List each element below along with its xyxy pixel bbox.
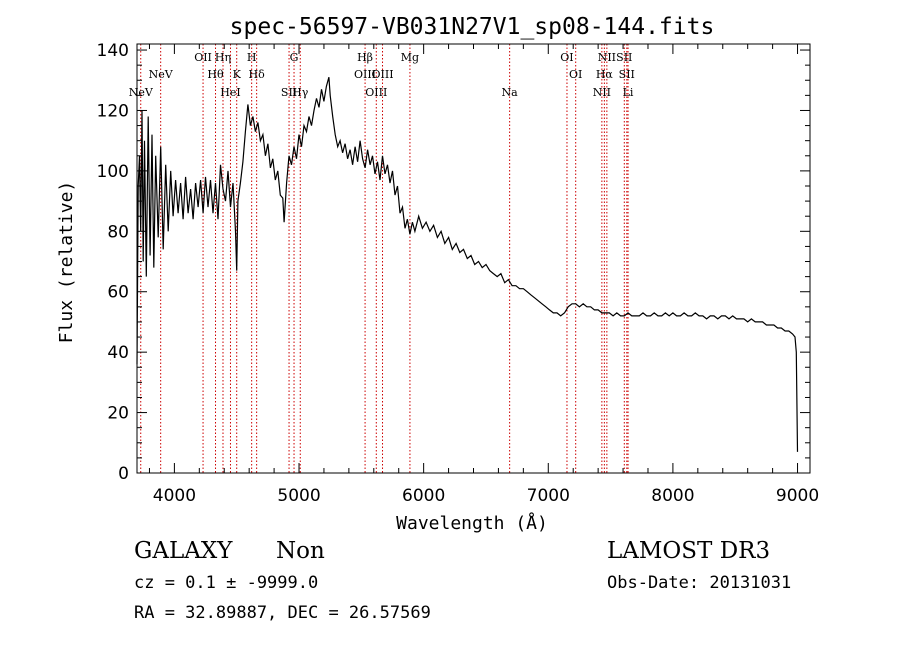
x-tick-label: 7000 bbox=[527, 486, 570, 506]
line-marker-label: SII bbox=[281, 86, 297, 99]
x-tick-label: 6000 bbox=[402, 486, 445, 506]
y-tick-label: 140 bbox=[97, 41, 129, 61]
line-marker-label: Li bbox=[623, 86, 634, 99]
line-marker-label: K bbox=[233, 68, 242, 81]
line-marker-label: NII bbox=[593, 86, 611, 99]
y-axis-ticks: 0 20 40 60 80 100 120 140 bbox=[97, 41, 810, 484]
line-marker-label: Mg bbox=[401, 51, 419, 64]
x-tick-label: 8000 bbox=[651, 486, 694, 506]
line-marker-label: HeI bbox=[220, 86, 240, 99]
line-marker-label: G bbox=[290, 51, 299, 64]
line-marker-label: NeV bbox=[149, 68, 174, 81]
line-marker-label: Hη bbox=[215, 51, 231, 64]
line-marker-label: H bbox=[247, 51, 257, 64]
chart-title: spec-56597-VB031N27V1_sp08-144.fits bbox=[230, 14, 715, 40]
y-tick-label: 0 bbox=[118, 464, 129, 484]
y-tick-label: 40 bbox=[107, 343, 129, 363]
survey-name: LAMOST DR3 bbox=[607, 538, 771, 564]
line-marker-label: OIII bbox=[365, 86, 387, 99]
line-marker-label: Hθ bbox=[207, 68, 224, 81]
observation-date: Obs-Date: 20131031 bbox=[607, 573, 792, 593]
x-tick-label: 4000 bbox=[153, 486, 196, 506]
y-tick-label: 60 bbox=[107, 283, 129, 303]
redshift-value: cz = 0.1 ± -9999.0 bbox=[134, 573, 319, 593]
line-marker-label: OIII bbox=[354, 68, 376, 81]
line-marker-label: Hγ bbox=[292, 86, 309, 99]
line-markers bbox=[140, 44, 629, 473]
plot-frame bbox=[136, 43, 811, 474]
line-marker-label: NII bbox=[598, 51, 616, 64]
spectrum-line bbox=[136, 77, 799, 452]
line-marker-label: OI bbox=[569, 68, 582, 81]
line-marker-label: Hα bbox=[596, 68, 614, 81]
y-axis-label: Flux (relative) bbox=[56, 181, 77, 344]
line-marker-label: OI bbox=[560, 51, 573, 64]
y-tick-label: 80 bbox=[107, 222, 129, 242]
x-axis-label: Wavelength (Å) bbox=[396, 512, 548, 534]
line-marker-label: Hβ bbox=[357, 51, 373, 64]
y-tick-label: 120 bbox=[97, 101, 129, 121]
object-subclass: Non bbox=[276, 538, 325, 564]
ra-dec-coordinates: RA = 32.89887, DEC = 26.57569 bbox=[134, 603, 431, 623]
x-tick-label: 5000 bbox=[277, 486, 320, 506]
line-marker-label: NeV bbox=[129, 86, 154, 99]
line-marker-label: OII bbox=[194, 51, 212, 64]
y-tick-label: 20 bbox=[107, 404, 129, 424]
line-marker-labels: NeVNeVOIIHθHηHeIKHHδSIIGHγOIIIHβOIIIOIII… bbox=[129, 51, 635, 99]
x-tick-label: 9000 bbox=[776, 486, 819, 506]
y-tick-label: 100 bbox=[97, 162, 129, 182]
line-marker-label: Na bbox=[502, 86, 519, 99]
x-axis-ticks: 4000 5000 6000 7000 8000 9000 bbox=[148, 44, 819, 506]
line-marker-label: Hδ bbox=[249, 68, 266, 81]
line-marker-label: SII bbox=[619, 68, 635, 81]
line-marker-label: SII bbox=[616, 51, 632, 64]
object-class: GALAXY bbox=[134, 538, 233, 564]
line-marker-label: OIII bbox=[371, 68, 393, 81]
